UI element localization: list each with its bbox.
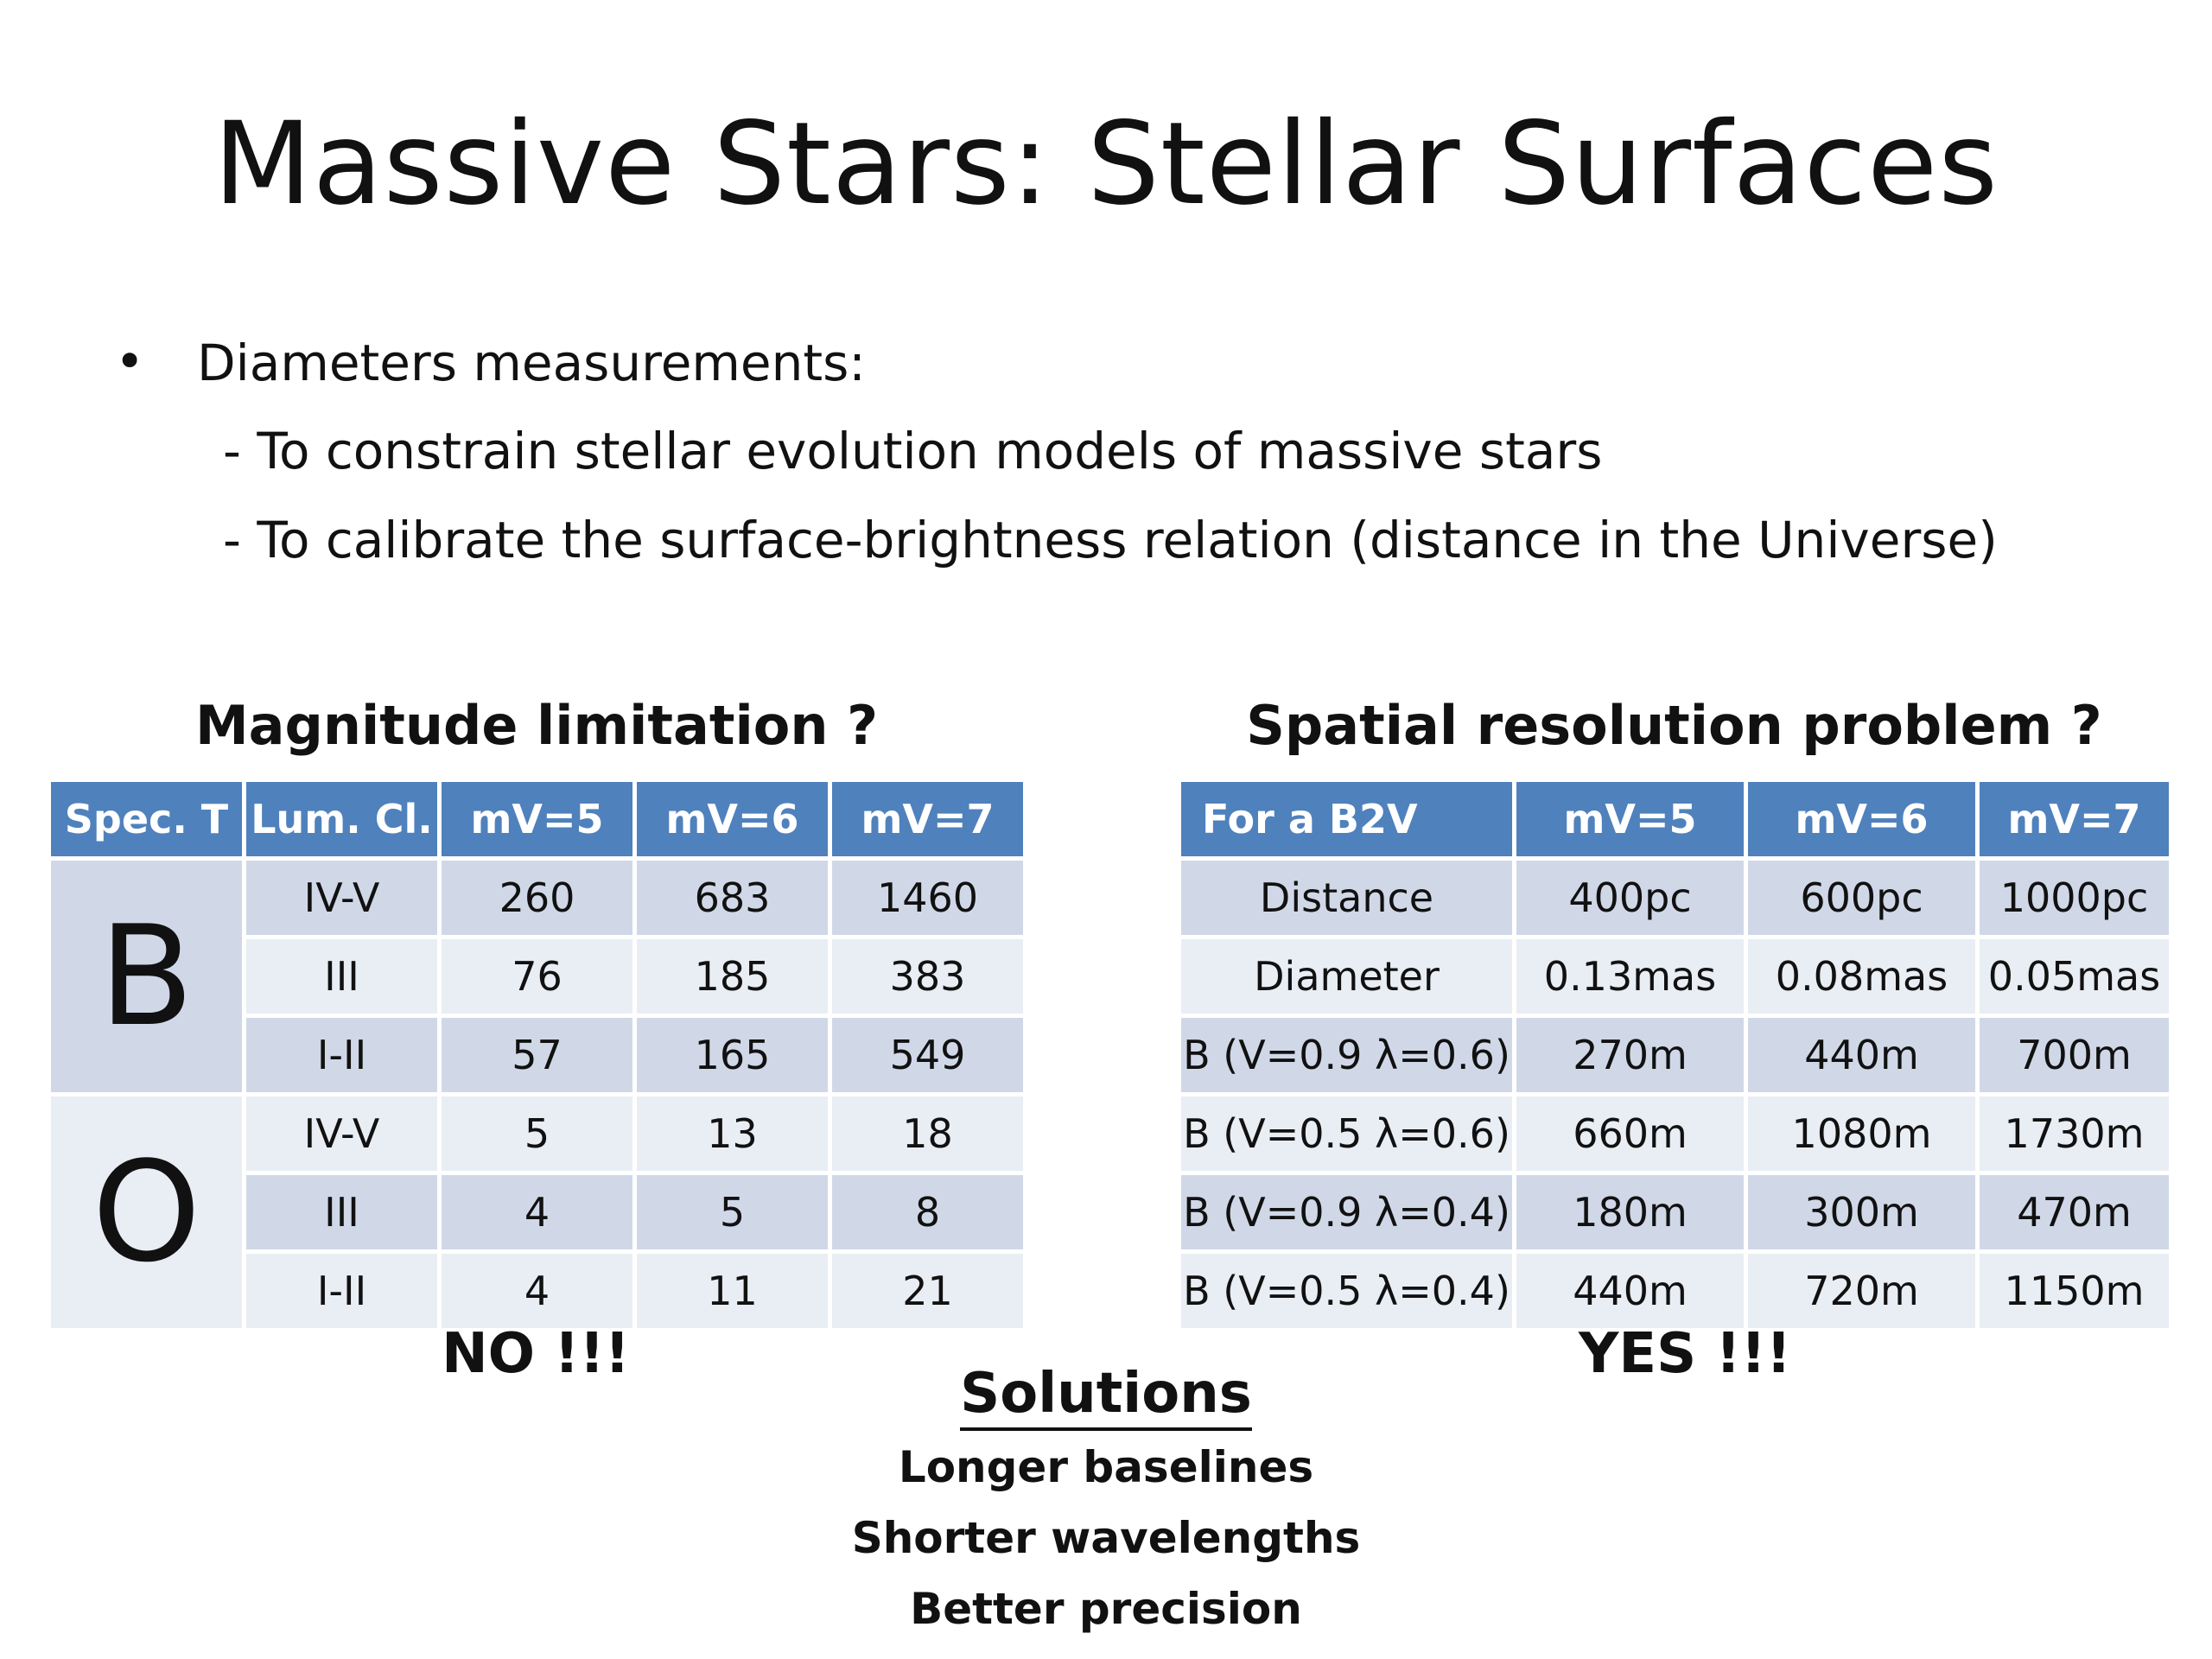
table-cell: 18 [828, 1092, 1027, 1175]
row-label-cell: B (V=0.5 λ=0.4) [1177, 1249, 1516, 1332]
table-cell: 4 [437, 1171, 637, 1254]
table-cell: 0.05mas [1975, 935, 2173, 1018]
column-header: mV=6 [1744, 778, 1980, 861]
spectral-type-cell: B [47, 856, 246, 1096]
column-header: For a B2V [1177, 778, 1516, 861]
table-cell: 11 [632, 1249, 832, 1332]
table-cell: 4 [437, 1249, 637, 1332]
spatial-resolution-heading: Spatial resolution problem ? [1246, 694, 2102, 757]
table-cell: 180m [1512, 1171, 1748, 1254]
resolution-verdict: YES !!! [1579, 1322, 1791, 1386]
column-header: mV=7 [828, 778, 1027, 861]
table-cell: 8 [828, 1171, 1027, 1254]
spectral-type-cell: O [47, 1092, 246, 1332]
lum-class-cell: I-II [242, 1014, 442, 1096]
magnitude-verdict: NO !!! [442, 1322, 630, 1386]
table-cell: 270m [1512, 1014, 1748, 1096]
table-cell: 1080m [1744, 1092, 1980, 1175]
row-label-cell: B (V=0.9 λ=0.4) [1177, 1171, 1516, 1254]
table-cell: 383 [828, 935, 1027, 1018]
column-header: Spec. T [47, 778, 246, 861]
solutions-heading-text: Solutions [960, 1362, 1252, 1431]
table-cell: 1000pc [1975, 856, 2173, 939]
table-row: B (V=0.9 λ=0.4) 180m 300m 470m [1177, 1171, 2173, 1254]
row-label-cell: Diameter [1177, 935, 1516, 1018]
table-cell: 683 [632, 856, 832, 939]
table-cell: 185 [632, 935, 832, 1018]
table-cell: 5 [632, 1171, 832, 1254]
column-header: mV=7 [1975, 778, 2173, 861]
subitem-constrain-models: - To constrain stellar evolution models … [223, 422, 1603, 480]
table-cell: 720m [1744, 1249, 1980, 1332]
table-row: I-II 4 11 21 [49, 1249, 1027, 1332]
table-cell: 13 [632, 1092, 832, 1175]
magnitude-limitation-heading: Magnitude limitation ? [194, 694, 879, 757]
subitem-calibrate-relation: - To calibrate the surface-brightness re… [223, 511, 1998, 569]
table-cell: 165 [632, 1014, 832, 1096]
table-cell: 549 [828, 1014, 1027, 1096]
table-row: Diameter 0.13mas 0.08mas 0.05mas [1177, 935, 2173, 1018]
slide-title: Massive Stars: Stellar Surfaces [213, 98, 1999, 231]
table-row: Distance 400pc 600pc 1000pc [1177, 856, 2173, 939]
resolution-table: For a B2V mV=5 mV=6 mV=7 Distance 400pc … [1177, 778, 2173, 1332]
table-cell: 1460 [828, 856, 1027, 939]
table-cell: 260 [437, 856, 637, 939]
table-cell: 0.08mas [1744, 935, 1980, 1018]
table-header-row: Spec. T Lum. Cl. mV=5 mV=6 mV=7 [47, 778, 1027, 861]
table-row: B (V=0.9 λ=0.6) 270m 440m 700m [1177, 1014, 2173, 1096]
table-row: III 76 185 383 [49, 935, 1027, 1018]
solution-item: Better precision [910, 1584, 1302, 1634]
table-cell: 5 [437, 1092, 637, 1175]
bullet-text: Diameters measurements: [197, 334, 866, 392]
bullet-icon: • [115, 332, 145, 391]
solution-item: Shorter wavelengths [851, 1513, 1361, 1563]
table-cell: 76 [437, 935, 637, 1018]
row-label-cell: Distance [1177, 856, 1516, 939]
lum-class-cell: IV-V [242, 856, 442, 939]
lum-class-cell: III [242, 1171, 442, 1254]
table-cell: 21 [828, 1249, 1027, 1332]
solutions-heading: Solutions [864, 1361, 1348, 1431]
table-row: B (V=0.5 λ=0.4) 440m 720m 1150m [1177, 1249, 2173, 1332]
table-cell: 57 [437, 1014, 637, 1096]
row-label-cell: B (V=0.9 λ=0.6) [1177, 1014, 1516, 1096]
table-cell: 440m [1512, 1249, 1748, 1332]
column-header: Lum. Cl. [242, 778, 442, 861]
column-header: mV=5 [1512, 778, 1748, 861]
magnitude-table: Spec. T Lum. Cl. mV=5 mV=6 mV=7 B IV-V 2… [47, 778, 1027, 1332]
table-cell: 700m [1975, 1014, 2173, 1096]
lum-class-cell: IV-V [242, 1092, 442, 1175]
table-cell: 440m [1744, 1014, 1980, 1096]
column-header: mV=6 [632, 778, 832, 861]
table-cell: 0.13mas [1512, 935, 1748, 1018]
table-cell: 300m [1744, 1171, 1980, 1254]
lum-class-cell: III [242, 935, 442, 1018]
table-row: B IV-V 260 683 1460 [47, 856, 1027, 1096]
table-cell: 660m [1512, 1092, 1748, 1175]
table-cell: 470m [1975, 1171, 2173, 1254]
table-row: III 4 5 8 [49, 1171, 1027, 1254]
column-header: mV=5 [437, 778, 637, 861]
lum-class-cell: I-II [242, 1249, 442, 1332]
solution-item: Longer baselines [898, 1442, 1314, 1492]
table-cell: 600pc [1744, 856, 1980, 939]
table-cell: 1730m [1975, 1092, 2173, 1175]
table-header-row: For a B2V mV=5 mV=6 mV=7 [1177, 778, 2173, 861]
table-row: O IV-V 5 13 18 [47, 1092, 1027, 1332]
table-cell: 1150m [1975, 1249, 2173, 1332]
table-row: I-II 57 165 549 [49, 1014, 1027, 1096]
table-cell: 400pc [1512, 856, 1748, 939]
table-row: B (V=0.5 λ=0.6) 660m 1080m 1730m [1177, 1092, 2173, 1175]
row-label-cell: B (V=0.5 λ=0.6) [1177, 1092, 1516, 1175]
